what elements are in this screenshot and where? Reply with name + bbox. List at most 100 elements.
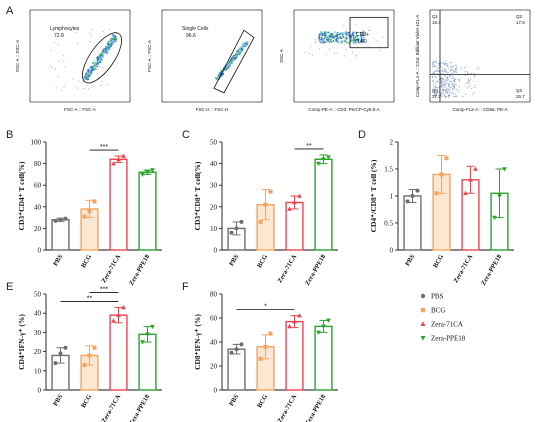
data-point xyxy=(63,216,68,221)
y-tick-label: 10 xyxy=(34,367,42,375)
data-point xyxy=(258,219,263,224)
data-point xyxy=(145,332,150,337)
data-point xyxy=(326,318,331,323)
flow-dots xyxy=(215,41,249,81)
flow-dots xyxy=(49,28,118,92)
data-point xyxy=(258,356,263,361)
legend-marker xyxy=(420,293,426,299)
panel-letter-a: A xyxy=(6,5,14,17)
y-tick-label: 0.5 xyxy=(384,220,393,228)
legend-marker xyxy=(420,336,426,341)
x-tick-label: Zera-71CA xyxy=(452,253,474,284)
legend-label: Zera-PPE18 xyxy=(431,335,466,343)
data-point xyxy=(263,202,268,207)
data-point xyxy=(297,193,302,198)
quadrant-value: 26.7 xyxy=(516,94,525,99)
y-tick-label: 80 xyxy=(210,291,218,299)
y-tick-label: 100 xyxy=(31,139,42,147)
data-point xyxy=(297,313,302,318)
legend-label: PBS xyxy=(431,293,444,301)
x-tick-label: PBS xyxy=(228,253,240,267)
flow-xlabel: FSC-A :: FSC-A xyxy=(64,107,96,112)
data-point xyxy=(415,188,420,193)
flow-ylabel: SSC-A :: SSC-A xyxy=(15,40,20,72)
quadrant-name: Q4 xyxy=(432,88,439,93)
flow-dots xyxy=(431,60,480,98)
y-tick-label: 0 xyxy=(390,247,394,255)
data-point xyxy=(497,194,502,199)
x-tick-label: BCG xyxy=(80,254,93,270)
data-point xyxy=(116,312,121,317)
y-tick-label: 1 xyxy=(390,193,394,201)
data-point xyxy=(287,206,292,211)
y-tick-label: 0 xyxy=(38,247,42,255)
bar-chart-f: 0 20 40 60 80 CD8⁺IFN-γ⁺ (%) PBS BCG Zera-71CA Ze… xyxy=(193,291,338,422)
flow-ylabel: FSC-A :: FSC-A xyxy=(147,40,152,72)
gate-label: Lymphocytes xyxy=(50,26,80,32)
bar-chart-b: 0 20 40 60 80 100 CD3⁺CD4⁺ T cell(%) PBS BCG Zera… xyxy=(17,139,162,287)
quadrant-name: Q1 xyxy=(432,14,439,19)
y-tick-label: 40 xyxy=(34,310,42,318)
data-point xyxy=(234,347,239,352)
y-tick-label: 80 xyxy=(34,160,42,168)
bar xyxy=(285,320,304,391)
x-tick-label: BCG xyxy=(256,254,269,270)
data-point xyxy=(229,350,234,355)
data-point xyxy=(87,209,92,214)
y-tick-label: 2 xyxy=(390,139,394,147)
x-tick-label: Zera-PPE18 xyxy=(128,253,152,287)
bar xyxy=(109,314,128,391)
y-tick-label: 40 xyxy=(210,160,218,168)
gate-value: 14.0 xyxy=(357,39,367,45)
data-point xyxy=(145,170,150,175)
data-point xyxy=(434,191,439,196)
legend-label: BCG xyxy=(431,307,445,315)
y-axis-label: CD4⁺/CD8⁺ T cell (%) xyxy=(369,159,378,232)
gate-label: CD3+ xyxy=(356,32,369,38)
y-tick-label: 20 xyxy=(210,363,218,371)
data-point xyxy=(87,353,92,358)
bar xyxy=(314,158,333,251)
data-point xyxy=(316,330,321,335)
data-point xyxy=(239,219,244,224)
data-point xyxy=(82,214,87,219)
x-tick-label: Zera-71CA xyxy=(100,393,122,422)
x-tick-label: PBS xyxy=(404,253,416,267)
quadrant-name: Q3 xyxy=(516,88,523,93)
y-tick-label: 40 xyxy=(210,339,218,347)
y-tick-label: 20 xyxy=(34,348,42,356)
data-point xyxy=(121,304,126,310)
x-tick-label: Zera-71CA xyxy=(276,393,298,422)
data-point xyxy=(439,172,444,177)
data-point xyxy=(140,340,145,345)
y-tick-label: 30 xyxy=(34,329,42,337)
significance-label: * xyxy=(264,304,267,311)
data-point xyxy=(234,226,239,231)
y-tick-label: 60 xyxy=(34,182,42,190)
x-tick-label: Zera-71CA xyxy=(100,253,122,284)
data-point xyxy=(468,177,473,182)
y-tick-label: 30 xyxy=(210,182,218,190)
data-point xyxy=(53,218,58,223)
bar xyxy=(109,158,128,251)
legend: PBS BCG Zera-71CA Zera-PPE18 xyxy=(420,293,466,343)
data-point xyxy=(58,217,63,222)
data-point xyxy=(410,194,415,198)
data-point xyxy=(473,166,478,171)
quadrant-value: 18.4 xyxy=(432,20,441,25)
bar xyxy=(51,219,70,251)
y-tick-label: 60 xyxy=(210,315,218,323)
legend-marker xyxy=(420,307,426,313)
panel-letter-d: D xyxy=(358,129,366,141)
x-tick-label: Zera-PPE18 xyxy=(480,253,504,287)
data-point xyxy=(140,172,145,177)
y-tick-label: 50 xyxy=(210,139,218,147)
data-point xyxy=(150,324,155,330)
legend-marker xyxy=(420,321,426,326)
x-tick-label: Zera-PPE18 xyxy=(128,393,152,422)
x-tick-label: PBS xyxy=(52,253,64,267)
y-tick-label: 0 xyxy=(214,247,218,255)
